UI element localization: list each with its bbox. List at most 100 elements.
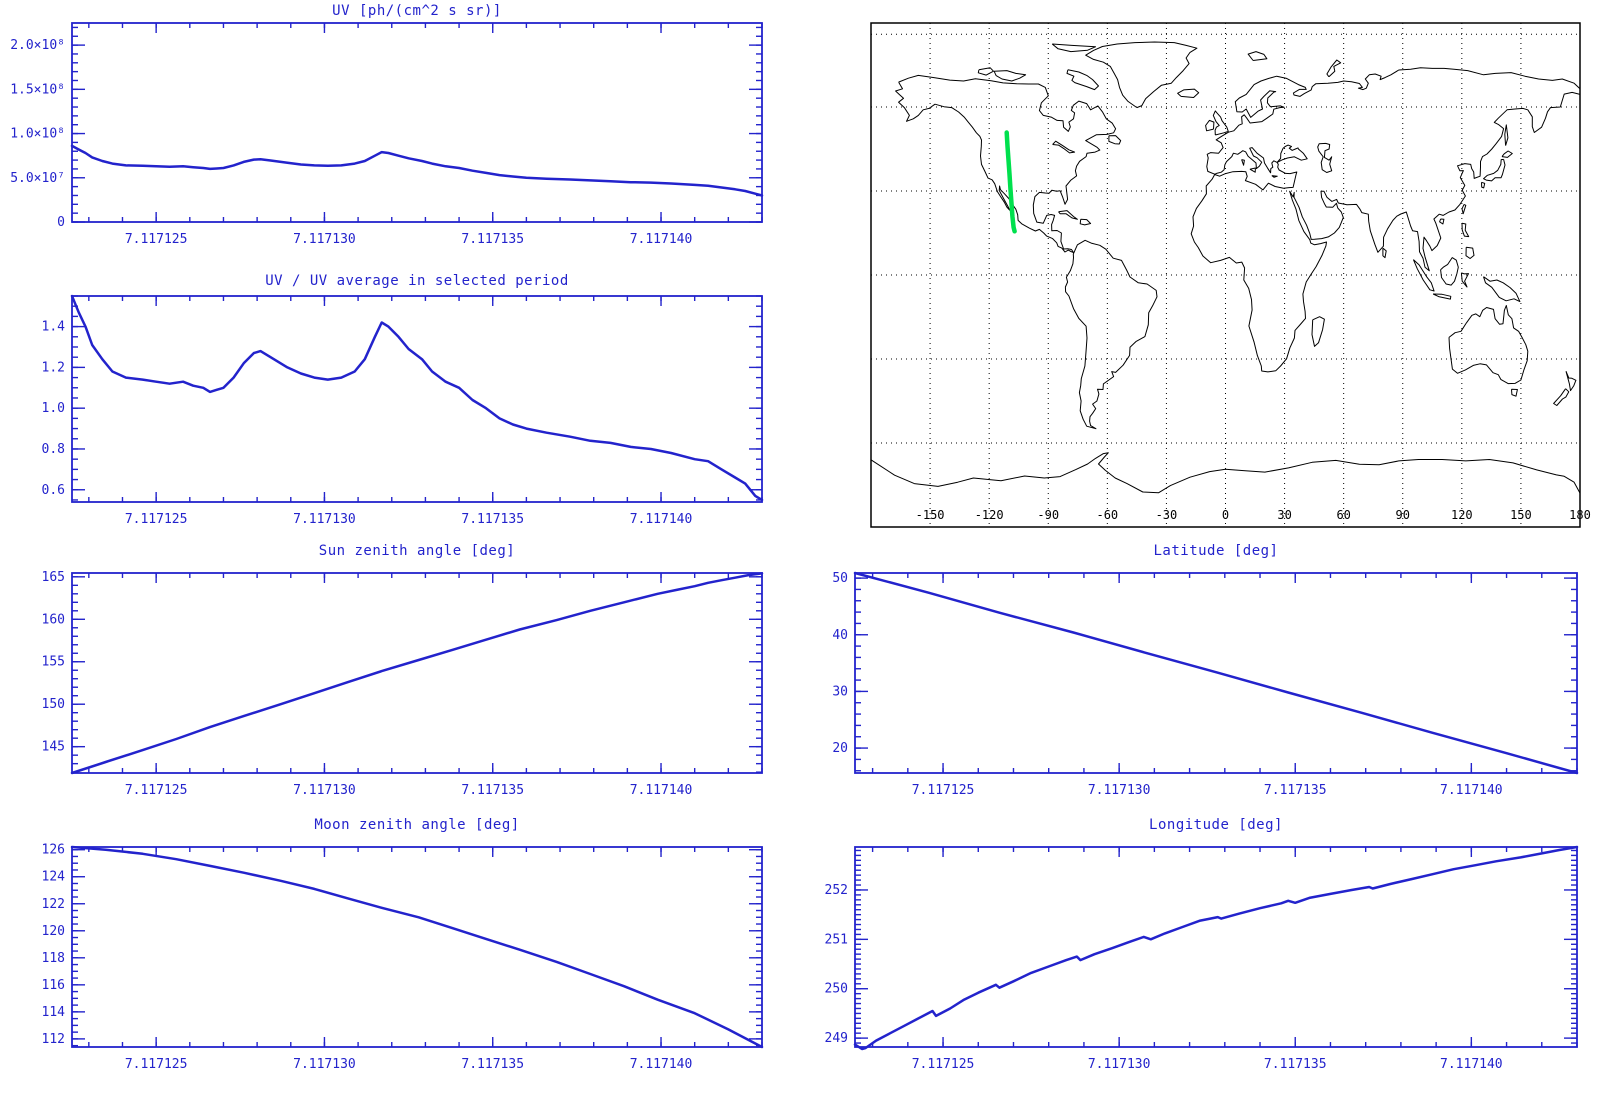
- svg-text:251: 251: [825, 932, 848, 947]
- svg-text:155: 155: [42, 655, 65, 670]
- uv-series: [70, 144, 764, 197]
- coast-ireland: [1205, 119, 1215, 132]
- coast-north_america: [895, 74, 1117, 254]
- ratio-series: [70, 294, 764, 502]
- svg-text:124: 124: [42, 870, 66, 885]
- svg-text:7.117125: 7.117125: [125, 783, 188, 798]
- svg-text:0.8: 0.8: [42, 442, 65, 457]
- svg-text:1.4: 1.4: [42, 320, 66, 335]
- svg-text:0: 0: [57, 215, 65, 230]
- svg-text:7.117135: 7.117135: [461, 512, 524, 527]
- svg-text:7.117125: 7.117125: [912, 783, 975, 798]
- coast-baffin: [1066, 69, 1099, 91]
- svg-text:30: 30: [1277, 508, 1291, 522]
- svg-text:50: 50: [832, 571, 848, 586]
- coast-sardinia: [1241, 159, 1245, 166]
- coast-australia: [1448, 305, 1529, 385]
- svg-text:60: 60: [1336, 508, 1350, 522]
- coast-caspian_sea: [1317, 142, 1333, 173]
- coast-luzon: [1461, 222, 1470, 238]
- coast-hainan: [1439, 218, 1445, 225]
- svg-text:7.117130: 7.117130: [1088, 783, 1151, 798]
- svg-text:118: 118: [42, 951, 65, 966]
- lat-series: [853, 571, 1579, 775]
- latitude-chart-title: Latitude [deg]: [1153, 543, 1279, 559]
- coast-antarctica: [870, 452, 1581, 494]
- coast-kyushu: [1481, 181, 1486, 189]
- svg-text:-90: -90: [1037, 508, 1059, 522]
- coast-eurafrica: [1190, 67, 1581, 373]
- svg-text:165: 165: [42, 570, 65, 585]
- svg-text:1.5×10⁸: 1.5×10⁸: [10, 82, 65, 97]
- coast-sri_lanka: [1382, 247, 1387, 259]
- satellite-track: [1004, 130, 1017, 234]
- svg-text:150: 150: [42, 697, 65, 712]
- svg-text:126: 126: [42, 843, 65, 858]
- lon-chart: 7.117125 7.117130 7.117135 7.117140 249 250 25…: [825, 845, 1579, 1072]
- moon-series: [70, 845, 764, 1049]
- svg-text:-60: -60: [1096, 508, 1118, 522]
- svg-text:150: 150: [1510, 508, 1532, 522]
- svg-text:7.117125: 7.117125: [125, 512, 188, 527]
- svg-text:7.117140: 7.117140: [1440, 1057, 1503, 1072]
- coast-banks_island: [977, 67, 994, 76]
- svg-text:7.117135: 7.117135: [461, 232, 524, 247]
- coast-great_lakes: [1052, 140, 1076, 154]
- moon-zenith-chart-title: Moon zenith angle [deg]: [314, 817, 520, 833]
- longitude-chart-title: Longitude [deg]: [1149, 817, 1283, 833]
- svg-text:160: 160: [42, 612, 65, 627]
- coast-hispaniola: [1079, 218, 1092, 226]
- coast-greenland: [1085, 41, 1198, 109]
- coast-sulawesi: [1460, 272, 1469, 288]
- svg-text:0: 0: [1222, 508, 1229, 522]
- svg-text:249: 249: [825, 1031, 848, 1046]
- svg-text:30: 30: [832, 684, 848, 699]
- svg-text:7.117135: 7.117135: [1264, 783, 1327, 798]
- coast-sumatra: [1412, 259, 1435, 292]
- sun-series: [70, 572, 764, 775]
- svg-text:120: 120: [1451, 508, 1473, 522]
- coast-borneo: [1440, 257, 1459, 286]
- lon-series: [853, 845, 1579, 1051]
- svg-text:90: 90: [1396, 508, 1410, 522]
- coast-mindanao: [1465, 246, 1475, 259]
- svg-text:122: 122: [42, 897, 65, 912]
- svg-text:20: 20: [832, 741, 848, 756]
- svg-text:7.117125: 7.117125: [912, 1057, 975, 1072]
- svg-text:7.117135: 7.117135: [461, 783, 524, 798]
- svg-text:-150: -150: [916, 508, 945, 522]
- svg-text:7.117140: 7.117140: [630, 783, 693, 798]
- coast-java: [1432, 293, 1452, 300]
- svg-text:7.117125: 7.117125: [125, 1057, 188, 1072]
- svg-text:7.117135: 7.117135: [1264, 1057, 1327, 1072]
- coast-cuba: [1058, 210, 1078, 220]
- coast-hokkaido: [1501, 150, 1513, 158]
- uv-ratio-chart-title: UV / UV average in selected period: [265, 273, 569, 289]
- svg-text:7.117140: 7.117140: [630, 512, 693, 527]
- coast-victoria_island: [993, 70, 1027, 82]
- coastlines: [870, 41, 1581, 494]
- coast-uk: [1212, 110, 1229, 136]
- coast-iceland: [1177, 88, 1200, 98]
- coast-nz_south: [1553, 388, 1570, 406]
- coast-south_america: [1064, 239, 1158, 430]
- svg-text:7.117125: 7.117125: [125, 232, 188, 247]
- svg-text:2.0×10⁸: 2.0×10⁸: [10, 38, 65, 53]
- svg-text:1.2: 1.2: [42, 360, 65, 375]
- coast-taiwan: [1461, 203, 1467, 215]
- svg-text:7.117140: 7.117140: [630, 1057, 693, 1072]
- svg-text:7.117130: 7.117130: [293, 1057, 356, 1072]
- svg-text:-30: -30: [1156, 508, 1178, 522]
- uv-chart-title: UV [ph/(cm^2 s sr)]: [332, 3, 502, 19]
- svg-text:40: 40: [832, 628, 848, 643]
- svg-text:114: 114: [42, 1005, 66, 1020]
- coast-svalbard: [1247, 51, 1268, 61]
- svg-text:7.117130: 7.117130: [293, 783, 356, 798]
- svg-text:112: 112: [42, 1032, 65, 1047]
- svg-text:5.0×10⁷: 5.0×10⁷: [10, 171, 65, 186]
- svg-text:1.0×10⁸: 1.0×10⁸: [10, 127, 65, 142]
- coast-novaya_zemlya: [1326, 59, 1342, 78]
- coast-ellesmere: [1051, 43, 1096, 53]
